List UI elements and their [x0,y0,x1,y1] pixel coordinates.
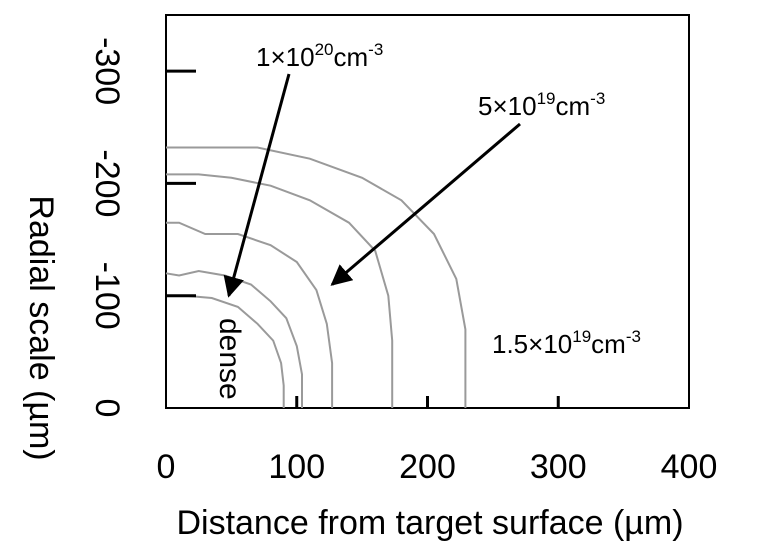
annotation-1e20-arrow [223,73,291,298]
x-tick-label: 400 [661,448,718,486]
x-tick-label: 300 [530,448,587,486]
contour-line-3 [166,221,334,408]
contour-line-5 [166,146,467,408]
y-tick-label: 0 [88,399,126,418]
x-axis-ticks: 0 100 200 300 400 [157,396,718,486]
contour-line-4 [166,173,394,408]
y-axis-title: Radial scale (µm) [22,195,60,460]
y-tick-label: -200 [88,149,126,217]
annotation-1e20: 1×1020cm-3 [256,40,383,72]
contour-lines [165,146,467,408]
x-tick-label: 0 [157,448,176,486]
x-tick-label: 200 [399,448,456,486]
x-tick-label: 100 [268,448,325,486]
y-axis-ticks: 0 -100 -200 -300 [88,37,196,417]
annotation-5e19-arrow [330,122,521,286]
annotation-1p5e19: 1.5×1019cm-3 [492,327,641,359]
contour-line-2 [165,269,303,408]
y-tick-label: -300 [88,37,126,105]
y-tick-label: -100 [88,262,126,330]
annotation-5e19: 5×1019cm-3 [478,89,605,121]
x-axis-title: Distance from target surface (µm) [176,504,683,542]
annotation-dense: dense [213,318,246,400]
